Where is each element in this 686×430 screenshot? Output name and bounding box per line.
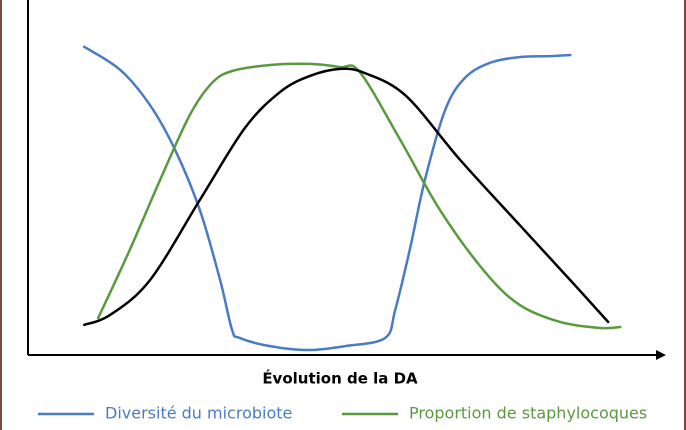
series-line <box>82 67 610 327</box>
series-line <box>96 62 622 330</box>
page-border-right <box>684 0 686 430</box>
legend-label: Proportion de staphylocoques <box>409 404 647 423</box>
x-axis-arrow <box>656 350 666 360</box>
legend: Diversité du microbiote Proportion de sta… <box>38 404 647 423</box>
series-line <box>82 45 572 352</box>
legend-label: Diversité du microbiote <box>105 404 292 423</box>
plot-area <box>82 45 622 352</box>
x-axis-label: Évolution de la DA <box>262 369 418 388</box>
page-border-left <box>0 0 2 430</box>
